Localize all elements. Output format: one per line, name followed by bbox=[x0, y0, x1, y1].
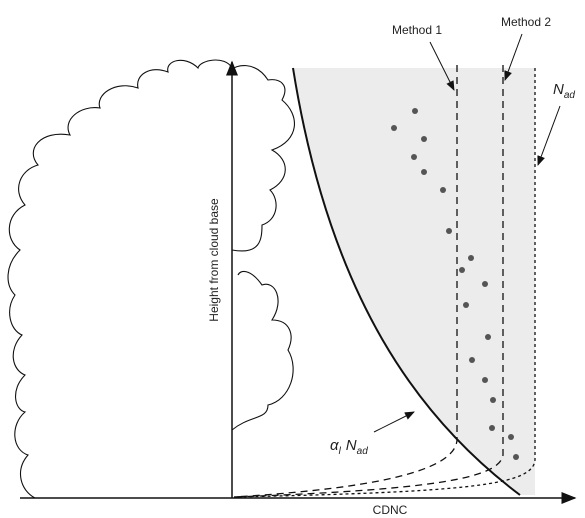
nad-sub: ad bbox=[564, 90, 576, 101]
shaded-region bbox=[293, 68, 535, 495]
method2-label: Method 2 bbox=[501, 15, 551, 29]
y-axis-label: Height from cloud base bbox=[207, 198, 221, 322]
nad-symbol: N bbox=[553, 81, 564, 98]
method1-label: Method 1 bbox=[392, 23, 442, 37]
alpha-arrow bbox=[374, 412, 414, 432]
nad-label: Nad bbox=[553, 81, 575, 101]
alpha-sub2: ad bbox=[357, 446, 369, 457]
diagram: Method 1 Method 2 Nad αlNad Height from … bbox=[0, 0, 585, 518]
cloud-outline bbox=[8, 60, 294, 498]
alpha-sub: l bbox=[339, 446, 342, 457]
alpha-symbol2: N bbox=[346, 437, 357, 454]
x-axis-label: CDNC bbox=[373, 503, 408, 517]
nad-arrow bbox=[538, 106, 560, 165]
